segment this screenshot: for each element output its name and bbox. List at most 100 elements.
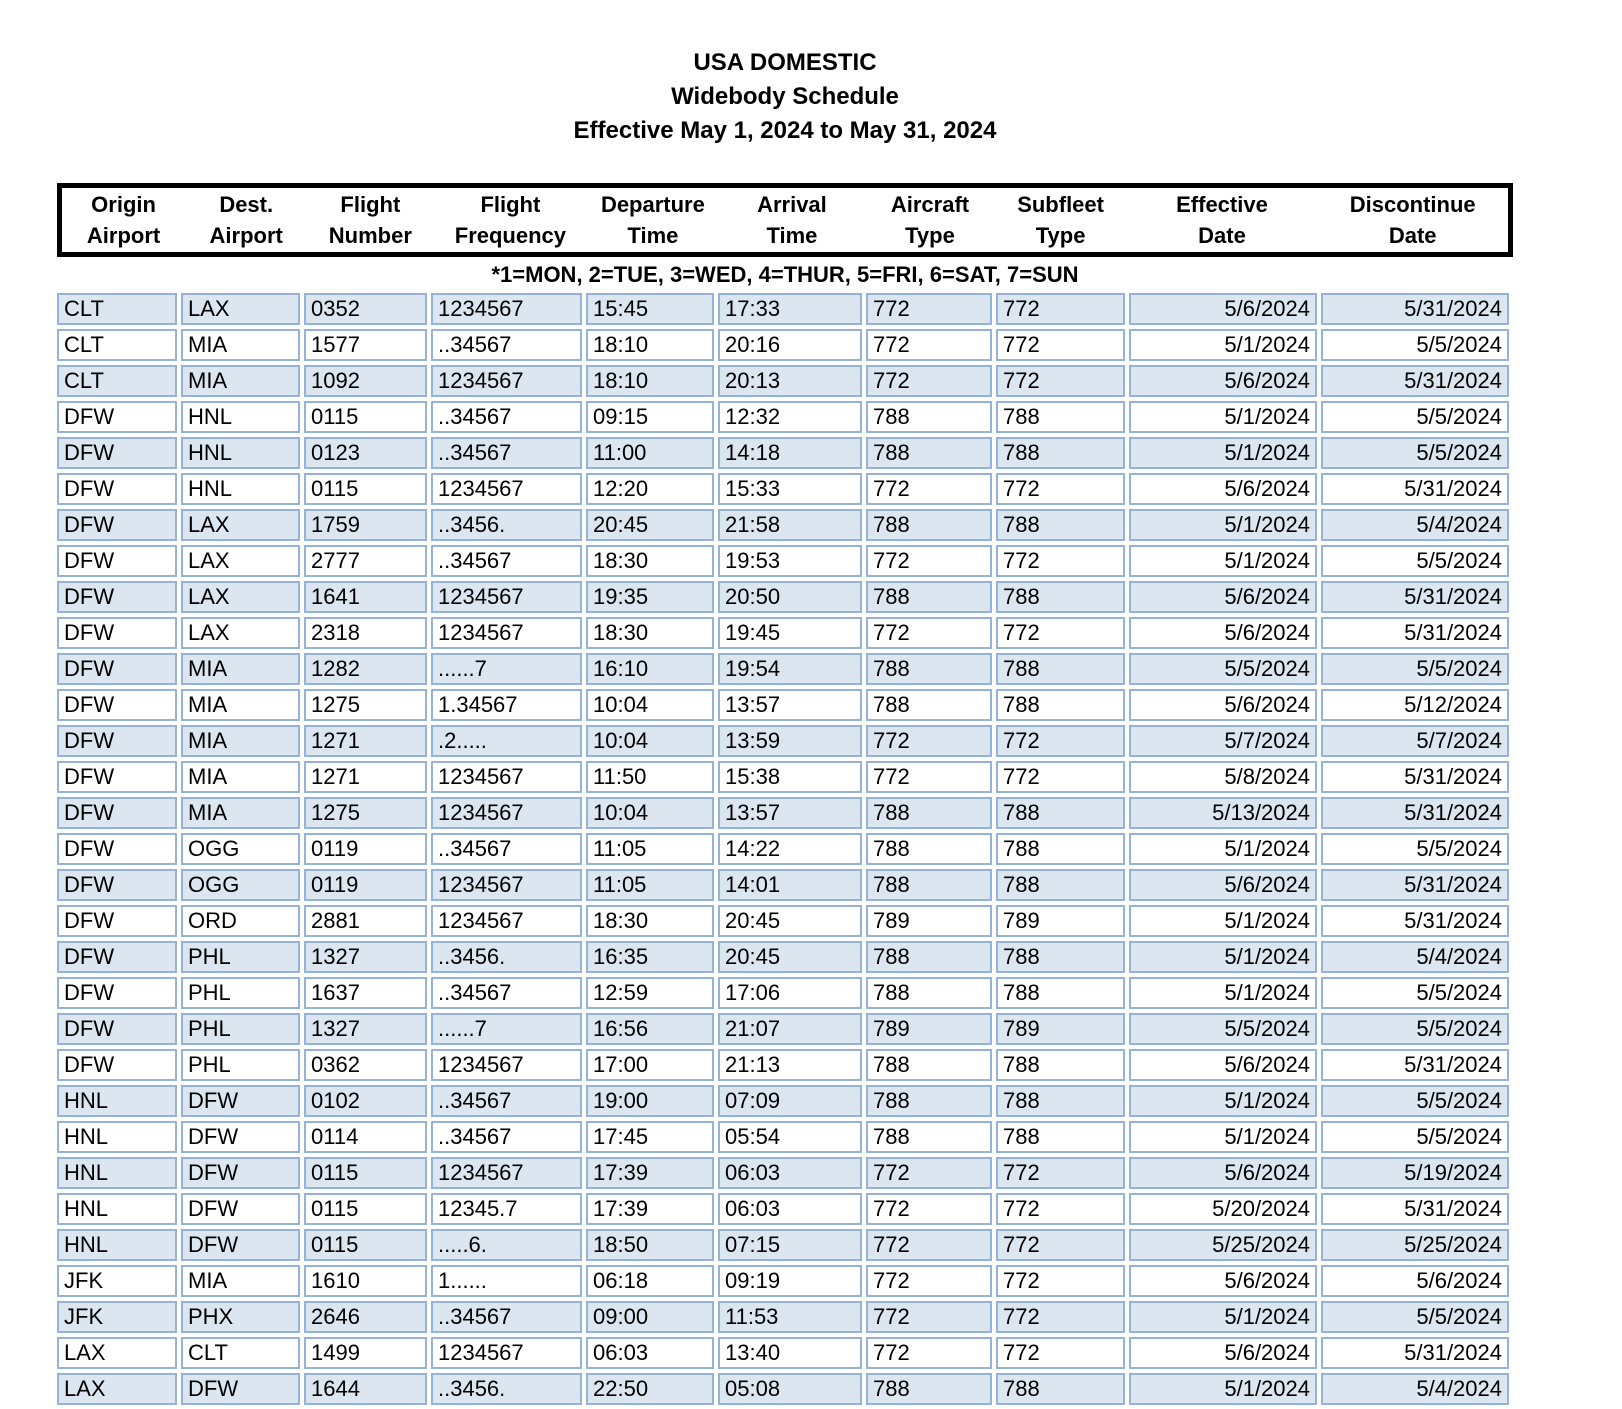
- column-header-arrival: Arrival Time: [718, 189, 865, 251]
- cell-discontinue: 5/5/2024: [1321, 1301, 1509, 1333]
- cell-arrival: 14:01: [718, 869, 862, 901]
- column-header-line1: Discontinue: [1349, 192, 1476, 217]
- cell-arrival: 14:18: [718, 437, 862, 469]
- cell-subfleet: 772: [996, 1265, 1125, 1297]
- cell-frequency: ..34567: [431, 545, 582, 577]
- cell-arrival: 05:54: [718, 1121, 862, 1153]
- cell-discontinue: 5/31/2024: [1321, 1193, 1509, 1225]
- cell-departure: 19:00: [586, 1085, 714, 1117]
- cell-dest: DFW: [181, 1085, 300, 1117]
- table-row: DFW PHL 0362 1234567 17:00 21:13 788 788 5/6/202…: [57, 1049, 1509, 1081]
- cell-dest: LAX: [181, 617, 300, 649]
- cell-flight-number: 1327: [304, 1013, 427, 1045]
- cell-arrival: 20:50: [718, 581, 862, 613]
- cell-subfleet: 772: [996, 761, 1125, 793]
- cell-discontinue: 5/4/2024: [1321, 509, 1509, 541]
- table-row: CLT MIA 1577 ..34567 18:10 20:16 772 772 5/1/202…: [57, 329, 1509, 361]
- cell-dest: HNL: [181, 473, 300, 505]
- cell-aircraft: 788: [866, 977, 992, 1009]
- cell-flight-number: 0115: [304, 1157, 427, 1189]
- cell-effective: 5/1/2024: [1129, 401, 1317, 433]
- cell-flight-number: 2777: [304, 545, 427, 577]
- cell-aircraft: 788: [866, 1085, 992, 1117]
- cell-origin: DFW: [57, 1013, 177, 1045]
- column-header-line1: Dest.: [219, 192, 274, 217]
- cell-frequency: ..34567: [431, 1121, 582, 1153]
- cell-subfleet: 788: [996, 869, 1125, 901]
- cell-frequency: .2.....: [431, 725, 582, 757]
- cell-frequency: 1234567: [431, 617, 582, 649]
- cell-effective: 5/6/2024: [1129, 617, 1317, 649]
- cell-subfleet: 788: [996, 977, 1125, 1009]
- cell-effective: 5/1/2024: [1129, 833, 1317, 865]
- cell-dest: MIA: [181, 1265, 300, 1297]
- table-row: DFW PHL 1637 ..34567 12:59 17:06 788 788 5/1/202…: [57, 977, 1509, 1009]
- cell-dest: MIA: [181, 761, 300, 793]
- cell-departure: 15:45: [586, 293, 714, 325]
- cell-dest: MIA: [181, 725, 300, 757]
- cell-effective: 5/7/2024: [1129, 725, 1317, 757]
- cell-arrival: 12:32: [718, 401, 862, 433]
- cell-origin: DFW: [57, 797, 177, 829]
- cell-effective: 5/6/2024: [1129, 1157, 1317, 1189]
- cell-aircraft: 789: [866, 905, 992, 937]
- cell-dest: DFW: [181, 1121, 300, 1153]
- cell-discontinue: 5/5/2024: [1321, 437, 1509, 469]
- cell-arrival: 21:07: [718, 1013, 862, 1045]
- cell-flight-number: 1275: [304, 797, 427, 829]
- cell-effective: 5/8/2024: [1129, 761, 1317, 793]
- column-header-line2: Frequency: [454, 223, 567, 248]
- cell-dest: HNL: [181, 401, 300, 433]
- cell-dest: LAX: [181, 581, 300, 613]
- cell-discontinue: 5/5/2024: [1321, 1085, 1509, 1117]
- cell-discontinue: 5/5/2024: [1321, 1121, 1509, 1153]
- cell-origin: HNL: [57, 1085, 177, 1117]
- cell-subfleet: 772: [996, 1229, 1125, 1261]
- cell-effective: 5/1/2024: [1129, 1085, 1317, 1117]
- cell-dest: ORD: [181, 905, 300, 937]
- column-header-line1: Flight: [480, 192, 541, 217]
- cell-discontinue: 5/5/2024: [1321, 329, 1509, 361]
- cell-aircraft: 772: [866, 1229, 992, 1261]
- cell-departure: 12:59: [586, 977, 714, 1009]
- cell-origin: CLT: [57, 365, 177, 397]
- cell-flight-number: 0115: [304, 473, 427, 505]
- cell-frequency: ......7: [431, 653, 582, 685]
- cell-dest: PHL: [181, 1049, 300, 1081]
- table-row: JFK PHX 2646 ..34567 09:00 11:53 772 772 5/1/202…: [57, 1301, 1509, 1333]
- cell-departure: 10:04: [586, 689, 714, 721]
- cell-arrival: 21:13: [718, 1049, 862, 1081]
- cell-effective: 5/1/2024: [1129, 329, 1317, 361]
- cell-effective: 5/25/2024: [1129, 1229, 1317, 1261]
- cell-effective: 5/6/2024: [1129, 1337, 1317, 1369]
- cell-origin: DFW: [57, 761, 177, 793]
- cell-origin: DFW: [57, 977, 177, 1009]
- cell-dest: CLT: [181, 1337, 300, 1369]
- cell-dest: DFW: [181, 1229, 300, 1261]
- cell-subfleet: 788: [996, 941, 1125, 973]
- column-header-line1: Effective: [1176, 192, 1268, 217]
- cell-arrival: 20:45: [718, 941, 862, 973]
- cell-dest: PHL: [181, 941, 300, 973]
- cell-dest: MIA: [181, 365, 300, 397]
- cell-discontinue: 5/25/2024: [1321, 1229, 1509, 1261]
- cell-discontinue: 5/5/2024: [1321, 545, 1509, 577]
- cell-aircraft: 772: [866, 329, 992, 361]
- cell-subfleet: 772: [996, 545, 1125, 577]
- cell-effective: 5/1/2024: [1129, 437, 1317, 469]
- schedule-table: CLT LAX 0352 1234567 15:45 17:33 772 772 5/6/202…: [53, 289, 1513, 1409]
- cell-frequency: ......7: [431, 1013, 582, 1045]
- cell-effective: 5/6/2024: [1129, 1049, 1317, 1081]
- table-row: HNL DFW 0115 1234567 17:39 06:03 772 772 5/6/202…: [57, 1157, 1509, 1189]
- cell-subfleet: 772: [996, 725, 1125, 757]
- cell-subfleet: 772: [996, 617, 1125, 649]
- cell-arrival: 07:09: [718, 1085, 862, 1117]
- column-header-line1: Subfleet: [1017, 192, 1104, 217]
- cell-departure: 11:50: [586, 761, 714, 793]
- cell-departure: 22:50: [586, 1373, 714, 1405]
- cell-effective: 5/5/2024: [1129, 1013, 1317, 1045]
- cell-dest: PHX: [181, 1301, 300, 1333]
- cell-aircraft: 772: [866, 725, 992, 757]
- cell-subfleet: 772: [996, 293, 1125, 325]
- cell-effective: 5/1/2024: [1129, 545, 1317, 577]
